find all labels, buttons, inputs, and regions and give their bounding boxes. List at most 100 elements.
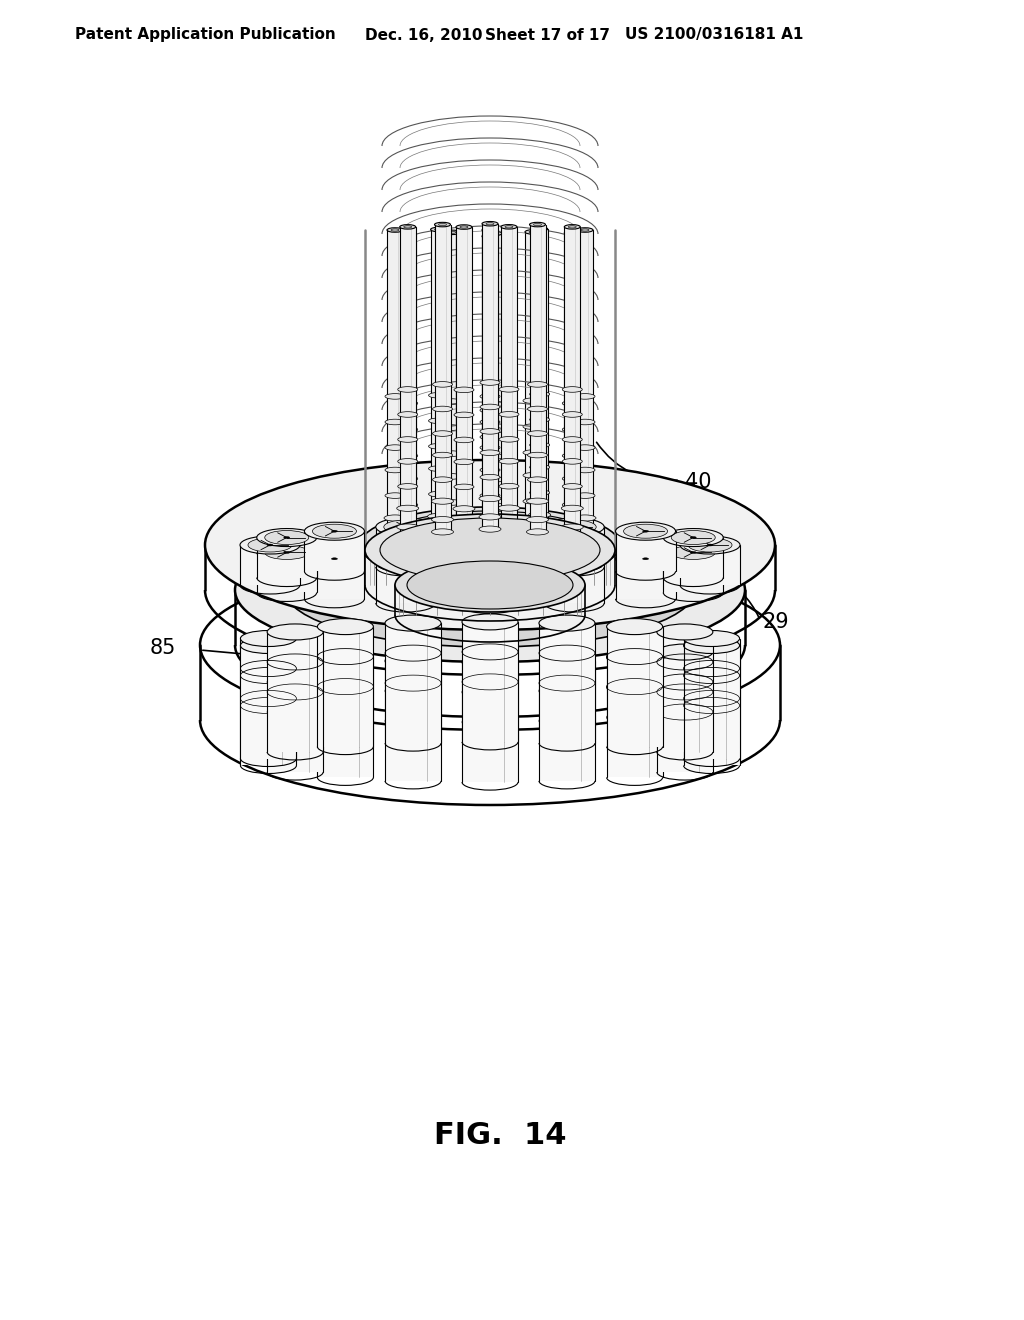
Ellipse shape (396, 506, 419, 511)
Ellipse shape (432, 459, 453, 465)
Ellipse shape (498, 524, 520, 529)
Ellipse shape (360, 507, 620, 583)
Ellipse shape (480, 461, 500, 466)
Polygon shape (501, 227, 517, 540)
Ellipse shape (454, 387, 474, 392)
Ellipse shape (442, 474, 462, 479)
Ellipse shape (523, 499, 543, 504)
Ellipse shape (561, 524, 584, 531)
Ellipse shape (407, 664, 416, 668)
Ellipse shape (441, 541, 463, 548)
Polygon shape (544, 527, 604, 568)
Ellipse shape (527, 407, 548, 412)
Polygon shape (564, 234, 581, 561)
Ellipse shape (396, 536, 419, 543)
Ellipse shape (384, 520, 428, 535)
Ellipse shape (526, 498, 549, 504)
Ellipse shape (407, 561, 573, 609)
Ellipse shape (454, 459, 474, 465)
Ellipse shape (399, 224, 416, 230)
Ellipse shape (564, 231, 581, 235)
Ellipse shape (332, 531, 338, 532)
Ellipse shape (432, 482, 453, 487)
Ellipse shape (527, 453, 548, 458)
Ellipse shape (526, 532, 549, 539)
Ellipse shape (528, 544, 551, 549)
Ellipse shape (441, 554, 463, 561)
Polygon shape (385, 623, 441, 743)
Polygon shape (304, 558, 365, 599)
Ellipse shape (552, 556, 596, 570)
Ellipse shape (480, 420, 500, 425)
Ellipse shape (376, 554, 436, 572)
Ellipse shape (429, 392, 449, 399)
Ellipse shape (265, 545, 309, 560)
Ellipse shape (267, 544, 273, 546)
Ellipse shape (479, 495, 501, 502)
Ellipse shape (480, 492, 500, 499)
Ellipse shape (529, 391, 550, 397)
Ellipse shape (522, 553, 544, 560)
Ellipse shape (529, 417, 550, 422)
Ellipse shape (527, 381, 548, 387)
Ellipse shape (454, 412, 474, 417)
Ellipse shape (479, 546, 501, 553)
Ellipse shape (529, 222, 546, 227)
Ellipse shape (643, 558, 648, 560)
Ellipse shape (380, 517, 600, 582)
Ellipse shape (444, 230, 460, 235)
Ellipse shape (527, 430, 548, 437)
Ellipse shape (581, 228, 589, 231)
Polygon shape (525, 232, 541, 557)
Ellipse shape (257, 528, 316, 546)
Ellipse shape (483, 545, 505, 552)
Ellipse shape (525, 230, 541, 234)
Ellipse shape (484, 454, 504, 459)
Ellipse shape (240, 536, 300, 554)
Ellipse shape (432, 407, 453, 412)
Ellipse shape (606, 619, 663, 635)
Ellipse shape (205, 459, 775, 630)
Ellipse shape (575, 445, 595, 450)
Ellipse shape (453, 537, 475, 543)
Ellipse shape (480, 467, 500, 473)
Ellipse shape (284, 552, 290, 553)
Ellipse shape (656, 644, 713, 660)
Ellipse shape (429, 418, 449, 424)
Ellipse shape (574, 515, 596, 521)
Ellipse shape (430, 227, 446, 232)
Ellipse shape (402, 525, 409, 528)
Ellipse shape (241, 638, 296, 653)
Ellipse shape (680, 536, 740, 554)
Ellipse shape (434, 222, 451, 227)
Polygon shape (482, 230, 498, 550)
Ellipse shape (529, 442, 550, 447)
Ellipse shape (438, 235, 446, 236)
Ellipse shape (564, 224, 581, 230)
Ellipse shape (499, 437, 519, 442)
Ellipse shape (552, 520, 596, 535)
Ellipse shape (727, 649, 737, 653)
Polygon shape (664, 553, 723, 593)
Ellipse shape (539, 615, 595, 631)
Polygon shape (529, 224, 546, 532)
Ellipse shape (635, 660, 645, 664)
Ellipse shape (528, 512, 551, 517)
Ellipse shape (480, 445, 500, 450)
Ellipse shape (505, 226, 513, 228)
Ellipse shape (317, 649, 374, 665)
Ellipse shape (442, 451, 462, 457)
Ellipse shape (684, 631, 739, 647)
Ellipse shape (265, 531, 309, 545)
Ellipse shape (529, 490, 550, 495)
Ellipse shape (480, 450, 500, 455)
Ellipse shape (688, 539, 732, 552)
Ellipse shape (562, 412, 583, 417)
Ellipse shape (460, 226, 468, 228)
Ellipse shape (526, 529, 549, 535)
Ellipse shape (432, 477, 453, 482)
Ellipse shape (480, 434, 500, 440)
Ellipse shape (523, 424, 543, 429)
Ellipse shape (480, 429, 500, 434)
Ellipse shape (428, 545, 450, 552)
